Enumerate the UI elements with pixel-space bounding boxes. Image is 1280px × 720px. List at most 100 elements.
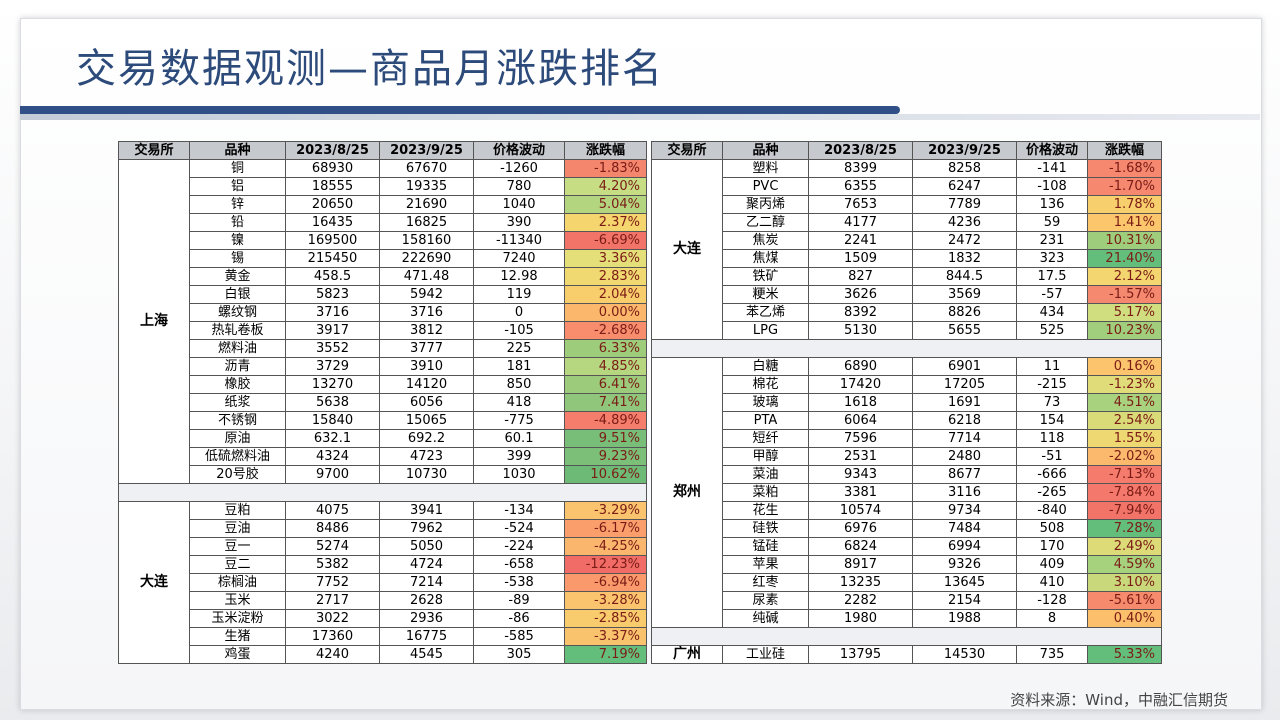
price-start-cell: 6824 <box>808 537 913 556</box>
table-row: PVC 6355 6247 -108 -1.70% <box>652 177 1162 196</box>
price-end-cell: 8826 <box>912 303 1017 322</box>
column-header: 涨跌幅 <box>1087 141 1162 160</box>
pct-change-cell: -7.84% <box>1087 483 1162 502</box>
column-header: 涨跌幅 <box>564 141 647 160</box>
commodity-cell: 橡胶 <box>189 375 286 394</box>
pct-change-cell: 4.59% <box>1087 555 1162 574</box>
pct-change-cell: 10.23% <box>1087 321 1162 340</box>
pct-change-cell: 6.33% <box>564 339 647 358</box>
change-cell: -57 <box>1016 285 1088 304</box>
commodity-cell: 花生 <box>722 501 809 520</box>
price-end-cell: 9734 <box>912 501 1017 520</box>
price-end-cell: 4545 <box>379 645 474 664</box>
pct-change-cell: -5.61% <box>1087 591 1162 610</box>
title-underline-band <box>20 100 1260 120</box>
change-cell: 136 <box>1016 195 1088 214</box>
table-row: 纯碱 1980 1988 8 0.40% <box>652 609 1162 628</box>
commodity-cell: 红枣 <box>722 573 809 592</box>
right-ranking-table: 交易所 品种 2023/8/25 2023/9/25 价格波动 涨跌幅 大连 塑料 8399 82… <box>651 141 1162 664</box>
table-row: 豆一 5274 5050 -224 -4.25% <box>119 537 647 556</box>
commodity-cell: 生猪 <box>189 627 286 646</box>
table-row: 菜粕 3381 3116 -265 -7.84% <box>652 483 1162 502</box>
price-end-cell: 6247 <box>912 177 1017 196</box>
change-cell: 17.5 <box>1016 267 1088 286</box>
price-end-cell: 5655 <box>912 321 1017 340</box>
table-row: 热轧卷板 3917 3812 -105 -2.68% <box>119 321 647 340</box>
change-cell: 525 <box>1016 321 1088 340</box>
commodity-cell: 尿素 <box>722 591 809 610</box>
price-start-cell: 4240 <box>285 645 380 664</box>
commodity-cell: 豆油 <box>189 519 286 538</box>
commodity-cell: PVC <box>722 177 809 196</box>
price-start-cell: 4075 <box>285 501 380 520</box>
price-end-cell: 3910 <box>379 357 474 376</box>
price-start-cell: 18555 <box>285 177 380 196</box>
price-start-cell: 17360 <box>285 627 380 646</box>
pct-change-cell: -4.25% <box>564 537 647 556</box>
exchange-cell: 大连 <box>651 159 723 340</box>
pct-change-cell: 4.51% <box>1087 393 1162 412</box>
table-row: 橡胶 13270 14120 850 6.41% <box>119 375 647 394</box>
price-end-cell: 4723 <box>379 447 474 466</box>
price-start-cell: 68930 <box>285 159 380 178</box>
commodity-cell: 镍 <box>189 231 286 250</box>
column-header: 2023/8/25 <box>808 141 913 160</box>
table-row: 铝 18555 19335 780 4.20% <box>119 177 647 196</box>
commodity-cell: PTA <box>722 411 809 430</box>
commodity-cell: 棉花 <box>722 375 809 394</box>
table-row: 玉米 2717 2628 -89 -3.28% <box>119 591 647 610</box>
table-row: 上海铜 68930 67670 -1260 -1.83% <box>118 159 647 484</box>
table-row: 郑州 白糖 6890 6901 11 0.16% <box>651 357 1162 628</box>
exchange-cell: 上海 <box>118 159 190 484</box>
table-row: 豆油 8486 7962 -524 -6.17% <box>119 519 647 538</box>
commodity-cell: 铝 <box>189 177 286 196</box>
price-start-cell: 5638 <box>285 393 380 412</box>
price-end-cell: 16775 <box>379 627 474 646</box>
exchange-cell: 大连 <box>118 501 190 664</box>
commodity-cell: 玻璃 <box>722 393 809 412</box>
change-cell: 305 <box>473 645 565 664</box>
commodity-cell: 20号胶 <box>189 465 286 484</box>
price-start-cell: 4324 <box>285 447 380 466</box>
commodity-cell: 原油 <box>189 429 286 448</box>
table-row: 20号胶 9700 10730 1030 10.62% <box>119 465 647 484</box>
price-end-cell: 7962 <box>379 519 474 538</box>
commodity-cell: 玉米 <box>189 591 286 610</box>
pct-change-cell: 10.62% <box>564 465 647 484</box>
commodity-cell: 纸浆 <box>189 393 286 412</box>
change-cell: 390 <box>473 213 565 232</box>
table-row: 花生 10574 9734 -840 -7.94% <box>652 501 1162 520</box>
table-row: 菜油 9343 8677 -666 -7.13% <box>652 465 1162 484</box>
price-start-cell: 2717 <box>285 591 380 610</box>
change-cell: 225 <box>473 339 565 358</box>
exchange-cell: 广州 <box>651 645 723 664</box>
table-row: 红枣 13235 13645 410 3.10% <box>652 573 1162 592</box>
pct-change-cell: 1.78% <box>1087 195 1162 214</box>
table-row: 大连 豆粕 4075 3941 -134 -3.29% <box>118 501 647 664</box>
price-start-cell: 20650 <box>285 195 380 214</box>
price-start-cell: 6355 <box>808 177 913 196</box>
header-row: 交易所 品种 2023/8/25 2023/9/25 价格波动 涨跌幅 <box>651 141 1162 160</box>
table-row: LPG 5130 5655 525 10.23% <box>652 321 1162 340</box>
price-end-cell: 7484 <box>912 519 1017 538</box>
pct-change-cell: 0.16% <box>1087 357 1162 376</box>
price-start-cell: 13235 <box>808 573 913 592</box>
change-cell: 73 <box>1016 393 1088 412</box>
price-start-cell: 3917 <box>285 321 380 340</box>
price-end-cell: 9326 <box>912 555 1017 574</box>
pct-change-cell: 5.04% <box>564 195 647 214</box>
price-start-cell: 215450 <box>285 249 380 268</box>
table-row: 低硫燃料油 4324 4723 399 9.23% <box>119 447 647 466</box>
commodity-cell: 焦煤 <box>722 249 809 268</box>
change-cell: 181 <box>473 357 565 376</box>
change-cell: -224 <box>473 537 565 556</box>
price-end-cell: 7214 <box>379 573 474 592</box>
price-start-cell: 6890 <box>808 357 913 376</box>
commodity-cell: 纯碱 <box>722 609 809 628</box>
commodity-cell: 甲醇 <box>722 447 809 466</box>
change-cell: -524 <box>473 519 565 538</box>
pct-change-cell: 3.36% <box>564 249 647 268</box>
price-end-cell: 2628 <box>379 591 474 610</box>
pct-change-cell: 0.00% <box>564 303 647 322</box>
price-end-cell: 16825 <box>379 213 474 232</box>
